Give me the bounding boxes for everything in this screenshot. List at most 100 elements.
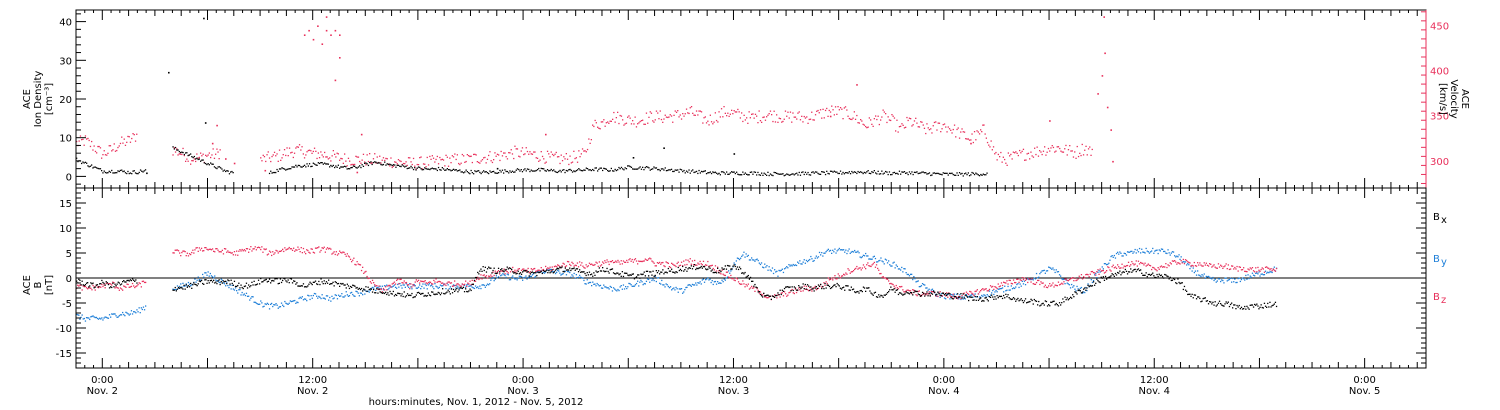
Bx-series-point [929, 295, 931, 297]
By-series-point [753, 259, 755, 261]
Bz-series-point [172, 252, 174, 254]
By-series-point [840, 249, 843, 251]
velocity-series-point [659, 110, 661, 112]
By-series-point [1156, 249, 1158, 251]
Bz-series-point [233, 251, 236, 253]
velocity-series-point [84, 135, 87, 137]
Bx-series-point [357, 288, 359, 290]
Bx-series-point [865, 290, 867, 292]
By-series-point [532, 273, 535, 275]
By-series-point [728, 270, 730, 272]
By-series-point [500, 275, 502, 277]
density-series-point [303, 164, 306, 166]
density-series-point [500, 171, 502, 173]
Bx-series-point [382, 292, 385, 294]
density-series-point [458, 169, 460, 172]
Bz-series-point [689, 258, 691, 260]
Bz-series-point [1081, 278, 1084, 280]
By-series-point [635, 282, 638, 285]
velocity-series-point [379, 155, 381, 157]
density-series-point [867, 170, 869, 172]
Bx-series-point [1023, 300, 1026, 302]
Bz-series-point [557, 264, 559, 266]
By-series-point [326, 295, 329, 297]
Bx-series-point [774, 296, 776, 298]
density-series-point [531, 170, 534, 172]
Bx-series-point [1223, 305, 1225, 307]
Bx-series-point [366, 290, 368, 292]
By-series-point [1014, 287, 1016, 290]
velocity-series-point [832, 109, 834, 111]
density-series-point [720, 171, 723, 173]
velocity-series-point [302, 153, 304, 155]
By-series-point [449, 286, 451, 288]
By-series-point [1273, 266, 1275, 268]
By-series-point [726, 276, 729, 278]
density-series-point [172, 146, 174, 148]
velocity-series-point [129, 141, 132, 143]
By-series-point [923, 283, 925, 286]
velocity-series-point [744, 119, 746, 121]
velocity-series-point [942, 124, 944, 126]
By-series-point [746, 255, 748, 257]
By-series-point [311, 297, 313, 299]
By-series-point [1164, 250, 1166, 253]
By-series-point [301, 296, 303, 298]
density-series-point [538, 167, 540, 170]
Bz-series-point [901, 285, 903, 288]
By-series-point [1058, 274, 1061, 276]
Bz-series-point [683, 260, 685, 262]
velocity-series-point [807, 122, 809, 124]
Bx-series-point [959, 296, 961, 298]
Bz-series-point [103, 284, 105, 286]
Bz-series-point [1152, 266, 1154, 269]
Bx-series-point [1048, 304, 1050, 306]
Bx-series-point [1222, 305, 1224, 307]
Bz-series-point [839, 277, 842, 279]
velocity-series-point [781, 121, 783, 123]
velocity-series-point [1071, 150, 1073, 152]
Bx-series-point [513, 272, 515, 274]
By-series-point [586, 279, 588, 281]
velocity-series-point [841, 108, 843, 110]
velocity-series-point [132, 133, 134, 135]
Bx-series-point [916, 290, 918, 293]
density-series-point [173, 148, 175, 150]
Bx-series-point [917, 293, 919, 295]
Bz-series-point [867, 262, 869, 264]
velocity-series-point [290, 152, 292, 154]
Bz-series-point [415, 279, 417, 281]
By-series-point [729, 272, 731, 274]
By-series-point [632, 285, 634, 287]
Bz-series-point [736, 278, 739, 280]
density-series-point [546, 169, 549, 171]
By-series-point [536, 271, 538, 273]
velocity-series-point [903, 127, 906, 129]
Bx-series-point [321, 281, 323, 283]
Bz-series-point [1117, 264, 1119, 266]
Bz-series-point [664, 265, 666, 268]
Bz-series-point [242, 250, 244, 252]
Bz-series-point [783, 291, 786, 293]
velocity-series-point [1087, 148, 1090, 150]
By-series-point [509, 279, 512, 281]
Bz-series-point [589, 263, 592, 266]
Bx-series-point [198, 280, 200, 282]
By-series-point [962, 298, 964, 300]
Bx-series-point [645, 270, 648, 272]
velocity-series-point [112, 149, 114, 151]
Bz-series-point [1189, 262, 1191, 264]
density-series-point [648, 167, 650, 169]
By-series-point [754, 260, 756, 262]
density-series-point [571, 171, 574, 173]
Bx-series-point [500, 269, 502, 271]
velocity-series-point [613, 111, 615, 114]
By-series-point [467, 283, 469, 285]
density-series-point [305, 166, 307, 168]
Bz-series-point [697, 262, 699, 264]
velocity-series-point [794, 116, 797, 118]
Bz-series-point [1041, 282, 1043, 284]
By-series-point [466, 284, 468, 286]
density-series-point [624, 167, 626, 169]
Bz-series-point [1098, 273, 1100, 275]
